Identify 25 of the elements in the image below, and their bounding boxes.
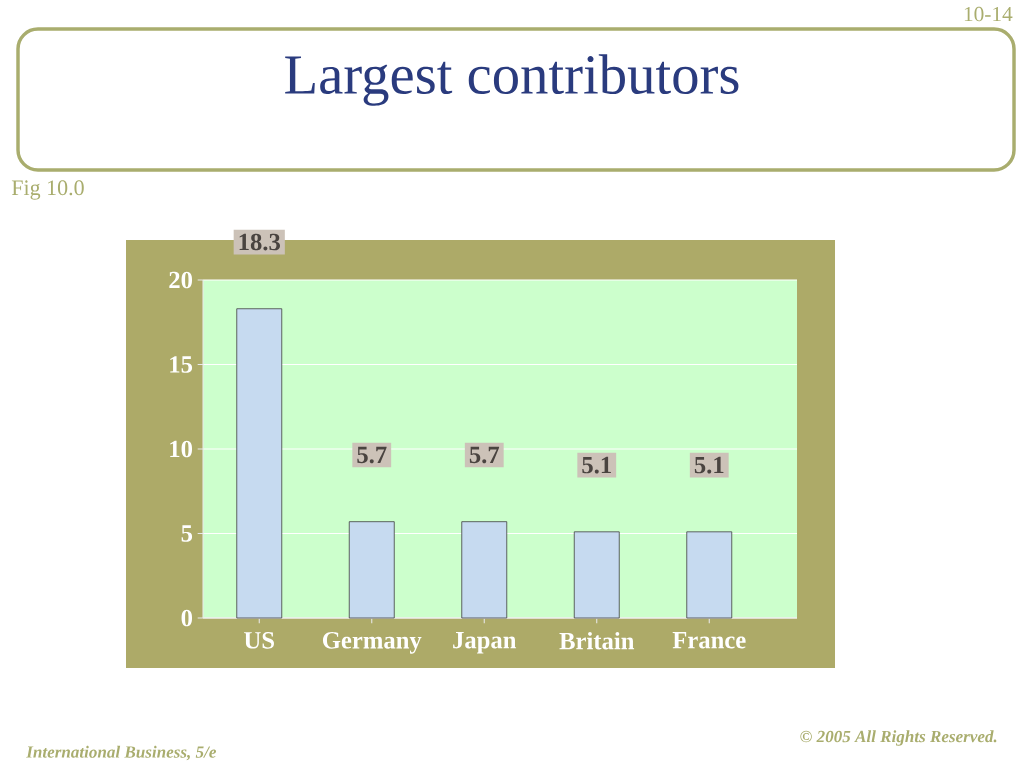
x-tick-label: Britain xyxy=(559,632,635,650)
bar xyxy=(348,521,395,619)
text: 10-14 xyxy=(964,6,1013,22)
data-label: 5.7 xyxy=(357,446,387,464)
data-label: 5.1 xyxy=(582,456,611,474)
y-tick-label: 10 xyxy=(170,440,193,458)
y-tick-label: 0 xyxy=(181,609,193,627)
caption: Fig 10.0 xyxy=(11,180,84,200)
text: International Business, 5/e xyxy=(26,745,217,761)
y-tick-label: 15 xyxy=(170,356,193,373)
x-tick-label: France xyxy=(672,632,746,649)
bar xyxy=(461,521,508,619)
data-label: 5.7 xyxy=(469,446,500,464)
text: © 2005 All Rights Reserved. xyxy=(800,730,997,746)
x-tick-label: US xyxy=(244,632,274,649)
data-label: 18.3 xyxy=(239,233,281,251)
y-tick-label: 5 xyxy=(181,525,193,542)
data-label: 5.1 xyxy=(694,456,724,474)
x-tick-label: Japan xyxy=(453,632,517,654)
bar xyxy=(686,531,733,619)
bar xyxy=(236,308,283,619)
y-tick-label: 20 xyxy=(169,271,193,289)
chart-title: Largest contributors xyxy=(285,54,739,106)
bar xyxy=(573,531,620,619)
x-tick-label: Germany xyxy=(322,632,422,654)
